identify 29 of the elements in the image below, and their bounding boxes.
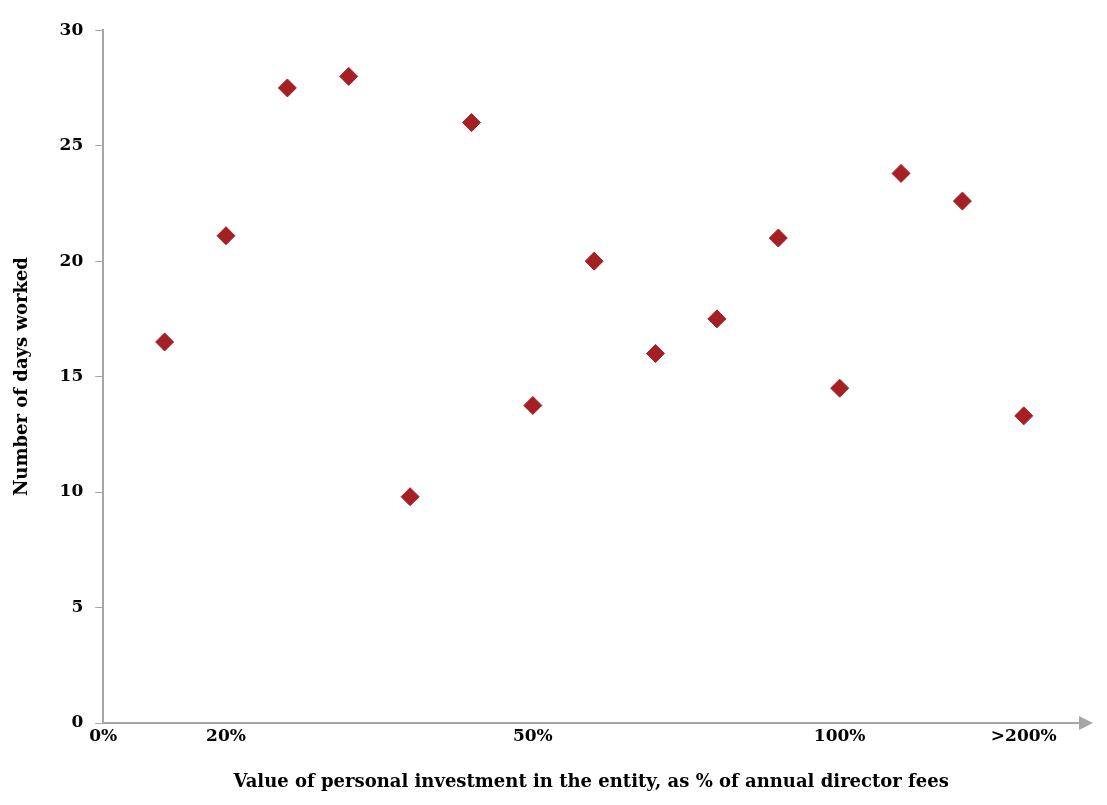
point xyxy=(155,332,175,352)
y-axis-title: Number of days worked xyxy=(10,256,32,497)
x-tick-label: 0% xyxy=(89,724,118,745)
point xyxy=(523,395,543,415)
x-tick-label: >200% xyxy=(990,724,1057,745)
point xyxy=(952,191,972,211)
point xyxy=(584,251,604,271)
point xyxy=(400,487,420,507)
y-tick-label: 0 xyxy=(71,711,84,732)
point xyxy=(707,309,727,329)
point xyxy=(461,113,481,133)
point xyxy=(339,66,359,86)
x-tick-label: 20% xyxy=(206,724,246,745)
point xyxy=(830,378,850,398)
point xyxy=(768,228,788,248)
point xyxy=(646,344,666,364)
point xyxy=(1014,406,1034,426)
point xyxy=(891,163,911,183)
y-tick-label: 20 xyxy=(59,249,84,270)
x-axis-title: Value of personal investment in the entity, as % of annual director fees xyxy=(232,769,949,791)
x-tick-label: 50% xyxy=(512,724,553,745)
y-tick-label: 15 xyxy=(59,365,84,386)
y-tick-label: 30 xyxy=(59,18,84,39)
y-tick-label: 5 xyxy=(71,595,84,616)
point xyxy=(216,226,236,246)
x-tick-label: 100% xyxy=(813,724,866,745)
point xyxy=(277,78,297,98)
y-tick-label: 10 xyxy=(59,480,84,501)
y-tick-label: 25 xyxy=(59,134,84,155)
